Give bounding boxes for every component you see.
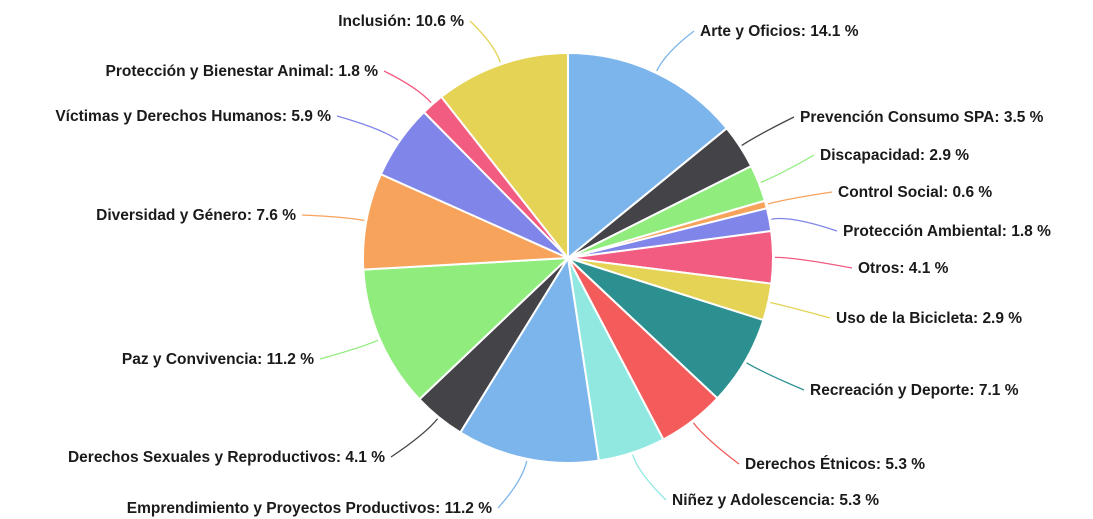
slice-label-victimas-y-derechos-humanos: Víctimas y Derechos Humanos: 5.9 %: [55, 108, 331, 125]
pie-slice-inclusion[interactable]: [440, 52, 569, 259]
slice-label-discapacidad: Discapacidad: 2.9 %: [820, 147, 969, 164]
connector-recreacion-y-deporte: [746, 362, 805, 391]
connector-uso-de-la-bicicleta: [770, 301, 831, 319]
connector-proteccion-y-bienestar-animal: [383, 70, 432, 104]
connector-emprendimiento-y-proyectos-productivos: [497, 460, 528, 509]
connector-arte-y-oficios: [656, 30, 695, 72]
connector-derechos-sexuales-y-reproductivos: [390, 418, 439, 458]
pie-slices: [362, 52, 774, 464]
connector-control-social: [767, 191, 833, 205]
connector-otros: [774, 256, 853, 269]
connector-discapacidad: [760, 154, 815, 184]
slice-label-derechos-sexuales-y-reproductivos: Derechos Sexuales y Reproductivos: 4.1 %: [68, 449, 385, 466]
slice-label-recreacion-y-deporte: Recreación y Deporte: 7.1 %: [810, 382, 1019, 399]
connector-ninez-y-adolescencia: [631, 454, 667, 501]
connector-paz-y-convivencia: [319, 339, 379, 360]
slice-labels: Arte y Oficios: 14.1 % Prevención Consumo…: [55, 13, 1051, 517]
label-connectors: [301, 20, 853, 509]
slice-label-proteccion-y-bienestar-animal: Protección y Bienestar Animal: 1.8 %: [106, 63, 379, 80]
slice-label-inclusion: Inclusión: 10.6 %: [338, 13, 464, 30]
pie-slice-arte-y-oficios[interactable]: [567, 52, 728, 259]
slice-label-emprendimiento-y-proyectos-productivos: Emprendimiento y Proyectos Productivos: …: [127, 500, 492, 517]
slice-label-ninez-y-adolescencia: Niñez y Adolescencia: 5.3 %: [672, 492, 879, 509]
slice-label-arte-y-oficios: Arte y Oficios: 14.1 %: [700, 23, 859, 40]
slice-label-paz-y-convivencia: Paz y Convivencia: 11.2 %: [122, 351, 314, 368]
connector-prevencion-consumo-spa: [741, 116, 795, 146]
slice-label-otros: Otros: 4.1 %: [858, 260, 949, 277]
connector-victimas-y-derechos-humanos: [336, 115, 399, 141]
connector-inclusion: [469, 20, 501, 63]
slice-label-control-social: Control Social: 0.6 %: [838, 184, 992, 201]
connector-derechos-etnicos: [692, 422, 740, 465]
slice-label-uso-de-la-bicicleta: Uso de la Bicicleta: 2.9 %: [836, 310, 1022, 327]
slice-label-prevencion-consumo-spa: Prevención Consumo SPA: 3.5 %: [800, 109, 1044, 126]
slice-label-derechos-etnicos: Derechos Étnicos: 5.3 %: [745, 456, 925, 473]
pie-slice-paz-y-convivencia[interactable]: [362, 257, 569, 401]
connector-diversidad-y-genero: [301, 214, 365, 222]
pie-slice-emprendimiento-y-proyectos-productivos[interactable]: [459, 257, 600, 464]
slice-label-proteccion-ambiental: Protección Ambiental: 1.8 %: [843, 223, 1051, 240]
connector-proteccion-ambiental: [771, 217, 838, 232]
slice-label-diversidad-y-genero: Diversidad y Género: 7.6 %: [96, 207, 296, 224]
pie-slice-diversidad-y-genero[interactable]: [362, 173, 569, 271]
